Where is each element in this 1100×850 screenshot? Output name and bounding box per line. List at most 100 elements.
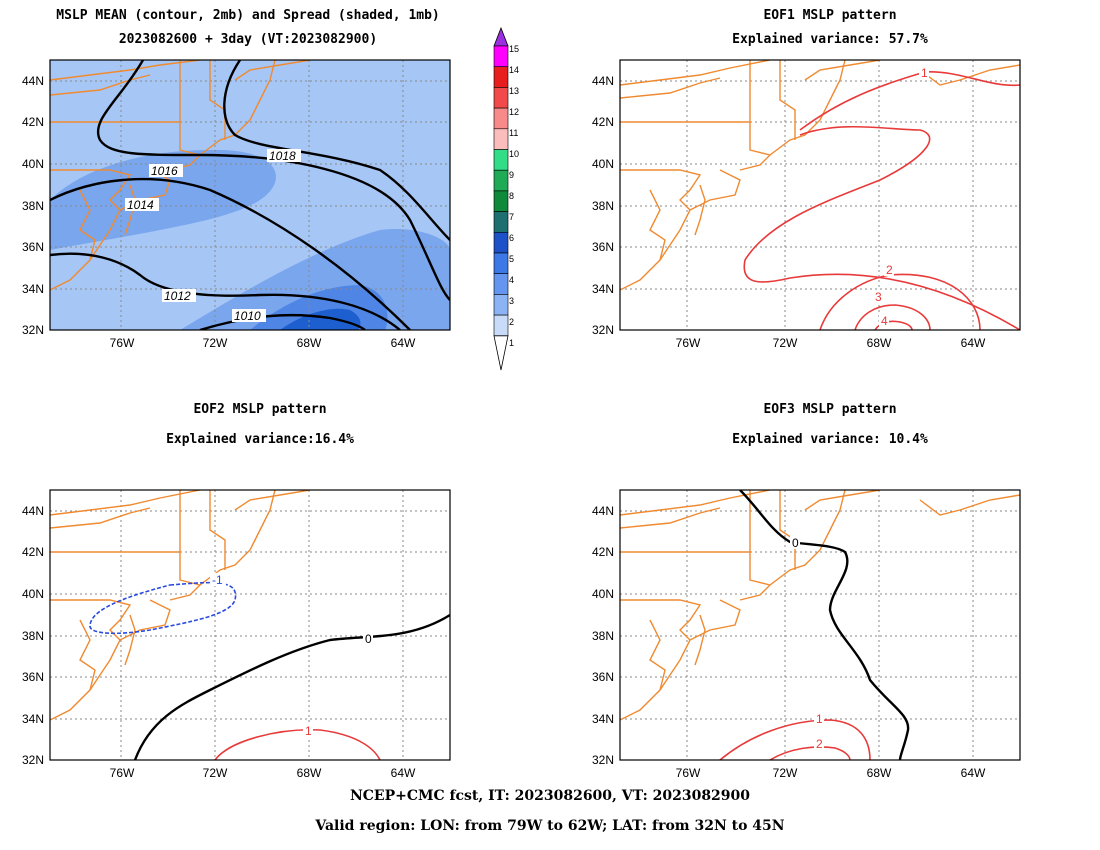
colorbar-label: 9: [509, 170, 515, 180]
lon-label: 68W: [866, 336, 892, 350]
eof3-positive-contour: [769, 746, 851, 760]
contour-label: 0: [365, 632, 372, 646]
lat-label: 34N: [591, 282, 614, 296]
eof2-zero-contour: [133, 613, 450, 760]
graticule: [50, 490, 450, 760]
lon-label: 64W: [960, 336, 986, 350]
lon-label: 68W: [866, 766, 892, 780]
eof2-positive-contour: [214, 728, 381, 760]
spread-shade-3: [50, 149, 276, 250]
lon-label: 72W: [202, 336, 228, 350]
lat-label: 36N: [21, 240, 44, 254]
eof3-zero-contour: [739, 490, 910, 760]
lat-label: 44N: [21, 504, 44, 518]
eof3-subtitle: Explained variance: 10.4%: [732, 432, 928, 447]
contour-label: 2: [816, 737, 823, 751]
contour-label: 1018: [269, 149, 296, 163]
lat-label: 38N: [591, 199, 614, 213]
lon-label: 76W: [109, 336, 135, 350]
lat-label: 42N: [591, 115, 614, 129]
contour-label: 1010: [234, 309, 261, 323]
lon-label: 76W: [675, 336, 701, 350]
lat-label: 40N: [21, 587, 44, 601]
lat-label: 38N: [21, 629, 44, 643]
lat-label: 44N: [591, 74, 614, 88]
lat-label: 40N: [591, 157, 614, 171]
lat-label: 34N: [21, 282, 44, 296]
contour-label: 4: [881, 314, 888, 328]
contour-label: 1: [921, 66, 928, 80]
lat-label: 38N: [21, 199, 44, 213]
colorbar-label: 5: [509, 254, 515, 264]
eof3-map: 0 1 2: [619, 489, 1021, 761]
lon-label: 68W: [296, 766, 322, 780]
lon-label: 64W: [960, 766, 986, 780]
colorbar-label: 13: [509, 86, 520, 96]
lon-label: 68W: [296, 336, 322, 350]
graticule: [50, 60, 450, 330]
lat-label: 32N: [591, 753, 614, 767]
eof1-subtitle: Explained variance: 57.7%: [732, 32, 928, 47]
colorbar-label: 14: [509, 65, 520, 75]
colorbar-label: 10: [509, 149, 520, 159]
lat-label: 44N: [591, 504, 614, 518]
colorbar-label: 15: [509, 44, 520, 54]
contour-label: 1: [816, 712, 823, 726]
colorbar-label: 8: [509, 191, 515, 201]
contour-label: 1014: [127, 198, 154, 212]
colorbar-label: 1: [509, 338, 515, 348]
colorbar-label: 2: [509, 317, 515, 327]
eof1-map: 1 2 3 4: [619, 59, 1021, 331]
lat-label: 34N: [21, 712, 44, 726]
lon-label: 64W: [390, 766, 416, 780]
colorbar-label: 4: [509, 275, 515, 285]
colorbar-label: 11: [509, 128, 519, 138]
contour-label: 1016: [151, 164, 178, 178]
colorbar-label: 6: [509, 233, 515, 243]
lon-label: 72W: [202, 766, 228, 780]
lon-label: 72W: [772, 336, 798, 350]
lat-label: 38N: [591, 629, 614, 643]
eof1-title: EOF1 MSLP pattern: [763, 8, 897, 23]
spread-shade-5: [280, 308, 361, 330]
lat-label: 36N: [591, 670, 614, 684]
lat-label: 36N: [591, 240, 614, 254]
eof2-subtitle: Explained variance:16.4%: [166, 432, 354, 447]
lat-label: 40N: [591, 587, 614, 601]
eof2-title: EOF2 MSLP pattern: [193, 402, 327, 417]
eof3-positive-contour: [719, 719, 871, 760]
contour-label: -1: [212, 573, 223, 587]
mean-subtitle: 2023082600 + 3day (VT:2023082900): [118, 32, 378, 47]
contour-label: 1012: [164, 289, 191, 303]
lon-label: 76W: [675, 766, 701, 780]
eof2-negative-contour: [89, 581, 237, 635]
lat-label: 32N: [21, 753, 44, 767]
coastline: [620, 490, 1020, 721]
lon-label: 64W: [390, 336, 416, 350]
mean-map: 1018 1016 1014 1012 1010: [49, 59, 451, 331]
contour-label: 2: [886, 263, 893, 277]
lat-label: 34N: [591, 712, 614, 726]
lat-label: 40N: [21, 157, 44, 171]
lon-label: 72W: [772, 766, 798, 780]
lat-label: 36N: [21, 670, 44, 684]
coastline: [50, 490, 311, 721]
contour-label: 0: [792, 536, 799, 550]
graticule: [620, 60, 1020, 330]
footer-forecast-info: NCEP+CMC fcst, IT: 2023082600, VT: 20230…: [349, 788, 751, 804]
lat-label: 32N: [21, 323, 44, 337]
lat-label: 42N: [21, 545, 44, 559]
colorbar-label: 12: [509, 107, 520, 117]
mean-title: MSLP MEAN (contour, 2mb) and Spread (sha…: [56, 8, 440, 23]
lat-label: 42N: [21, 115, 44, 129]
spread-colorbar: [493, 26, 509, 371]
colorbar-label: 7: [509, 212, 515, 222]
eof3-title: EOF3 MSLP pattern: [763, 402, 897, 417]
contour-label: 1: [305, 724, 312, 738]
contour-label: 3: [875, 290, 882, 304]
colorbar-label: 3: [509, 296, 515, 306]
lat-label: 32N: [591, 323, 614, 337]
footer-region-info: Valid region: LON: from 79W to 62W; LAT:…: [315, 818, 785, 834]
eof2-map: -1 0 1: [49, 489, 451, 761]
lat-label: 44N: [21, 74, 44, 88]
